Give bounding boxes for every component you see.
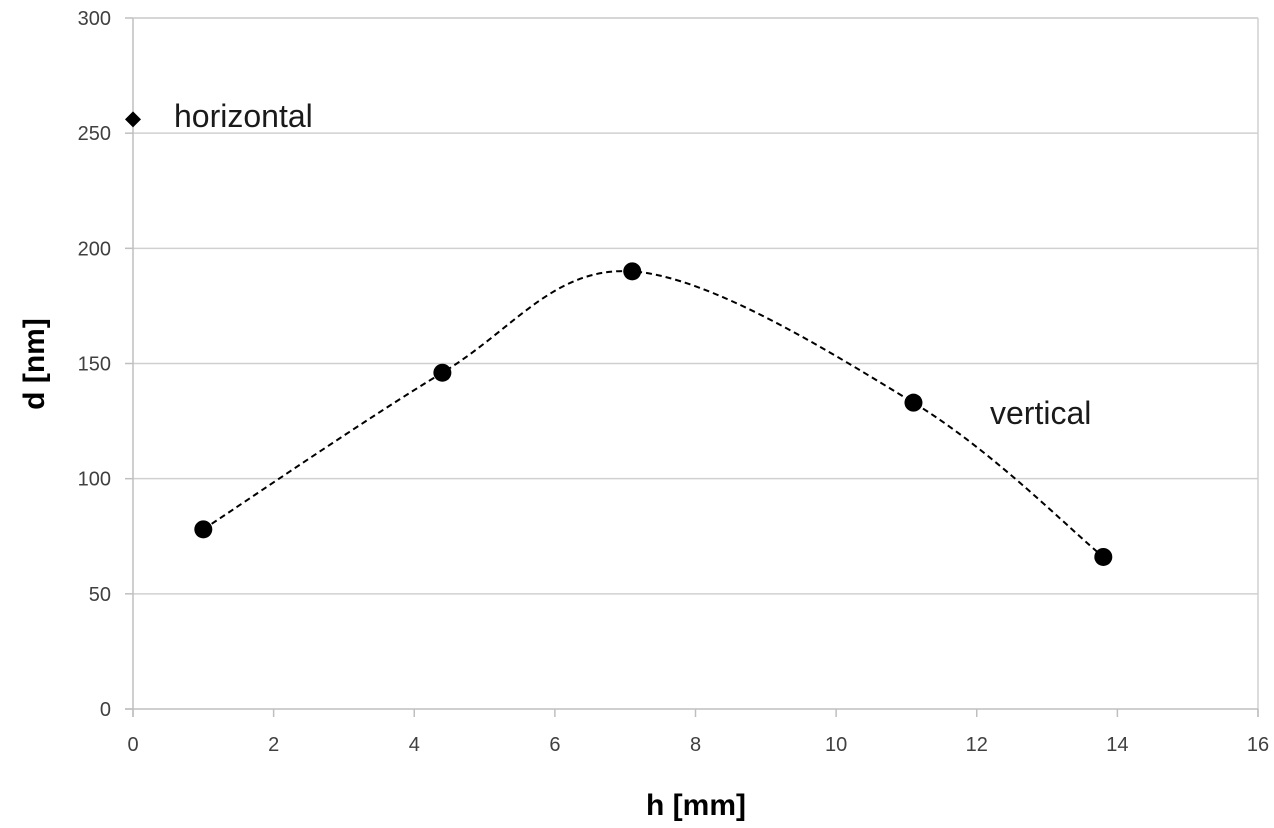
point-vertical-2 — [623, 262, 642, 281]
annotation-vertical: vertical — [990, 395, 1091, 431]
x-tick-label: 14 — [1106, 734, 1128, 756]
y-axis-title: d [nm] — [18, 318, 51, 410]
y-tick-label: 150 — [78, 354, 111, 376]
x-tick-label: 12 — [966, 734, 988, 756]
x-tick-label: 2 — [268, 734, 279, 756]
x-tick-label: 10 — [825, 734, 847, 756]
data-points — [125, 111, 1113, 566]
axes — [125, 17, 1259, 717]
y-tick-label: 300 — [78, 8, 111, 30]
y-tick-label: 100 — [78, 469, 111, 491]
y-tick-label: 0 — [100, 699, 111, 721]
annotation-horizontal: horizontal — [174, 98, 313, 134]
y-tick-label: 250 — [78, 123, 111, 145]
x-tick-label: 16 — [1247, 734, 1269, 756]
x-tick-label: 6 — [549, 734, 560, 756]
y-tick-label: 200 — [78, 238, 111, 260]
y-tick-label: 50 — [89, 584, 111, 606]
point-vertical-3 — [904, 393, 923, 412]
trend-line-vertical — [202, 270, 1104, 558]
point-horizontal-0 — [125, 111, 141, 128]
y-tick-labels: 0 50 100 150 200 250 300 — [78, 8, 111, 721]
x-tick-label: 8 — [690, 734, 701, 756]
x-tick-label: 4 — [409, 734, 420, 756]
point-vertical-4 — [1094, 547, 1113, 566]
x-tick-label: 0 — [127, 734, 138, 756]
x-tick-labels: 0 2 4 6 8 10 12 14 16 — [127, 734, 1269, 756]
point-vertical-0 — [194, 520, 213, 539]
point-vertical-1 — [433, 363, 452, 382]
x-axis-title: h [mm] — [646, 789, 746, 822]
